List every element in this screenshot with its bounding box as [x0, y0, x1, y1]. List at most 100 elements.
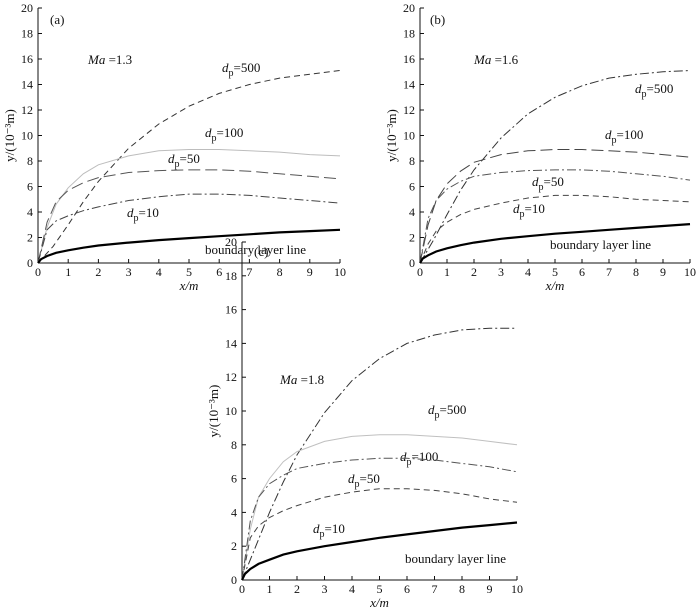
series-line-3	[419, 194, 691, 264]
y-tick-label: 12	[403, 103, 415, 117]
y-tick-label: 2	[27, 231, 33, 245]
series-line-1	[419, 149, 691, 264]
x-tick-label: 5	[186, 265, 192, 279]
y-tick-label: 12	[21, 103, 33, 117]
mach-label: Ma =1.8	[279, 372, 324, 387]
x-tick-label: 10	[334, 265, 346, 279]
series-label-0: dp=500	[428, 402, 466, 421]
series-label-1: dp=100	[205, 125, 243, 144]
series-line-4	[241, 521, 518, 581]
x-tick-label: 3	[498, 265, 504, 279]
x-tick-label: 10	[684, 265, 696, 279]
y-tick-label: 2	[409, 231, 415, 245]
y-tick-label: 20	[225, 235, 237, 249]
series-label-1: dp=100	[605, 127, 643, 146]
x-tick-label: 3	[126, 265, 132, 279]
mach-label: Ma =1.3	[87, 52, 132, 67]
y-tick-label: 14	[225, 336, 237, 350]
x-tick-label: 9	[660, 265, 666, 279]
series-label-2: dp=50	[348, 471, 380, 490]
boundary-layer-label: boundary layer line	[205, 242, 306, 257]
y-tick-label: 6	[231, 472, 237, 486]
x-tick-label: 6	[579, 265, 585, 279]
x-tick-label: 1	[444, 265, 450, 279]
series-label-2: dp=50	[532, 174, 564, 193]
series-line-4	[419, 223, 691, 264]
y-tick-label: 14	[21, 78, 33, 92]
y-tick-label: 16	[225, 303, 237, 317]
y-tick-label: 6	[409, 180, 415, 194]
y-tick-label: 8	[231, 438, 237, 452]
series-line-2	[241, 457, 518, 581]
x-tick-label: 1	[65, 265, 71, 279]
x-tick-label: 8	[277, 265, 283, 279]
x-tick-label: 0	[417, 265, 423, 279]
boundary-layer-label: boundary layer line	[550, 237, 651, 252]
series-line-3	[241, 488, 518, 581]
series-label-0: dp=500	[222, 60, 260, 79]
series-label-3: dp=10	[127, 205, 159, 224]
panel-label: (c)	[254, 244, 268, 259]
x-tick-label: 6	[216, 265, 222, 279]
x-tick-label: 7	[246, 265, 252, 279]
y-tick-label: 0	[231, 573, 237, 587]
series-line-0	[241, 327, 517, 581]
series-line-2	[37, 169, 341, 264]
y-tick-label: 6	[27, 180, 33, 194]
x-tick-label: 4	[525, 265, 531, 279]
chart-panel-b: 0 1 2 3 4 5 6 7 8 9 1002468101214161820x/my/(10⁻³m…	[384, 1, 696, 293]
y-tick-label: 4	[231, 505, 237, 519]
y-axis-label: y/(10⁻³m)	[2, 109, 17, 162]
x-axis-label: x/m	[179, 278, 199, 293]
series-line-4	[37, 228, 341, 264]
series-line-1	[241, 434, 518, 581]
y-tick-label: 10	[21, 129, 33, 143]
series-line-2	[419, 169, 691, 264]
x-tick-label: 8	[633, 265, 639, 279]
y-tick-label: 18	[225, 269, 237, 283]
series-line-1	[37, 149, 341, 264]
y-tick-label: 8	[409, 154, 415, 168]
x-axis-label: x/m	[545, 278, 565, 293]
chart-panel-c: 0 1 2 3 4 5 6 7 8 9 1002468101214161820x/my/(10⁻³m…	[206, 235, 523, 610]
mach-label: Ma =1.6	[473, 52, 519, 67]
y-tick-label: 18	[21, 27, 33, 41]
x-tick-label: 5	[377, 582, 383, 596]
x-tick-label: 7	[606, 265, 612, 279]
panel-label: (a)	[50, 12, 64, 27]
series-line-0	[37, 70, 341, 264]
x-tick-label: 9	[307, 265, 313, 279]
series-label-2: dp=50	[168, 151, 200, 170]
chart-panel-a: 0 1 2 3 4 5 6 7 8 9 1002468101214161820x/my/(10⁻³m…	[2, 1, 346, 293]
x-tick-label: 6	[404, 582, 410, 596]
series-label-0: dp=500	[635, 81, 673, 100]
x-tick-label: 10	[511, 582, 523, 596]
y-tick-label: 20	[403, 1, 415, 15]
y-axis-label: y/(10⁻³m)	[206, 385, 221, 438]
boundary-layer-label: boundary layer line	[405, 551, 506, 566]
x-tick-label: 7	[432, 582, 438, 596]
y-tick-label: 0	[409, 256, 415, 270]
x-axis-label: x/m	[369, 595, 389, 610]
y-tick-label: 12	[225, 370, 237, 384]
x-tick-label: 3	[322, 582, 328, 596]
series-line-0	[419, 70, 691, 264]
x-tick-label: 5	[552, 265, 558, 279]
series-label-1: dp=100	[400, 449, 438, 468]
y-tick-label: 0	[27, 256, 33, 270]
x-tick-label: 9	[487, 582, 493, 596]
x-tick-label: 2	[471, 265, 477, 279]
x-tick-label: 0	[35, 265, 41, 279]
x-tick-label: 2	[95, 265, 101, 279]
y-tick-label: 4	[409, 205, 415, 219]
y-tick-label: 10	[225, 404, 237, 418]
y-tick-label: 18	[403, 27, 415, 41]
x-tick-label: 1	[267, 582, 273, 596]
series-label-3: dp=10	[313, 521, 345, 540]
y-tick-label: 20	[21, 1, 33, 15]
y-axis-label: y/(10⁻³m)	[384, 109, 399, 162]
panel-label: (b)	[430, 12, 445, 27]
y-tick-label: 10	[403, 129, 415, 143]
series-label-3: dp=10	[513, 201, 545, 220]
